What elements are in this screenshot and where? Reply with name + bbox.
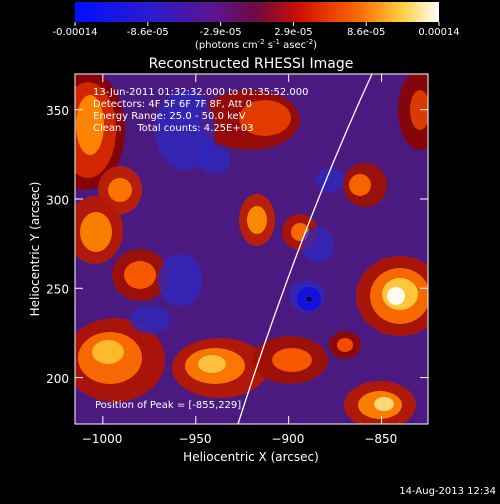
emission-blob: [272, 348, 312, 372]
colorbar-tick-label: 2.9e-05: [274, 27, 312, 38]
y-axis-label: Heliocentric Y (arcsec): [28, 182, 42, 317]
emission-blob: [374, 397, 394, 411]
colorbar-units: (photons cm-2 s-1 asec-2): [195, 38, 317, 51]
negative-region: [130, 306, 170, 334]
colorbar-tick-label: -0.00014: [53, 27, 98, 38]
timestamp: 14-Aug-2013 12:34: [399, 486, 496, 497]
centroid-marker: [307, 297, 312, 301]
x-axis-label: Heliocentric X (arcsec): [183, 450, 319, 464]
x-tick-label: −950: [179, 432, 212, 446]
emission-blob: [247, 206, 267, 234]
colorbar-tick-label: -2.9e-05: [200, 27, 242, 38]
negative-region: [155, 90, 215, 170]
colorbar-tick-label: -8.6e-05: [127, 27, 169, 38]
x-tick-label: −850: [364, 432, 397, 446]
detectors-label: Detectors: 4F 5F 6F 7F 8F, Att 0: [93, 99, 252, 110]
emission-blob: [239, 100, 291, 136]
emission-blob: [337, 338, 353, 352]
colorbar: -0.00014 -8.6e-05 -2.9e-05 2.9e-05 8.6e-…: [53, 2, 460, 51]
heatmap-image: [75, 74, 428, 424]
plot-frame: [74, 73, 429, 425]
emission-blob: [387, 287, 405, 305]
y-tick-label: 250: [46, 283, 69, 297]
negative-region: [199, 146, 231, 174]
y-tick-label: 350: [46, 104, 69, 118]
heatmap-blobs: [75, 74, 428, 424]
clean-counts-label: Clean Total counts: 4.25E+03: [93, 123, 253, 134]
negative-region: [158, 254, 202, 306]
x-tick-label: −900: [271, 432, 304, 446]
colorbar-tick-label: 0.00014: [418, 27, 459, 38]
x-tick-label: −1000: [82, 432, 123, 446]
energy-range-label: Energy Range: 25.0 - 50.0 keV: [93, 111, 246, 122]
time-range-label: 13-Jun-2011 01:32:32.000 to 01:35:52.000: [93, 87, 309, 98]
emission-blob: [124, 261, 156, 289]
y-tick-label: 300: [46, 194, 69, 208]
axis-ticks: [75, 74, 428, 424]
solar-limb: [237, 74, 373, 424]
negative-region: [302, 227, 334, 263]
emission-blob: [108, 178, 132, 202]
colorbar-gradient: [75, 2, 439, 22]
emission-blob: [80, 212, 112, 252]
emission-blob: [410, 90, 428, 130]
colorbar-tick-label: 8.6e-05: [347, 27, 385, 38]
emission-blob: [349, 174, 371, 196]
peak-position-label: Position of Peak = [-855,229]: [95, 400, 241, 411]
emission-blob: [92, 340, 124, 364]
emission-blob: [198, 355, 226, 373]
chart-title: Reconstructed RHESSI Image: [149, 56, 354, 72]
colorbar-ticks: [74, 22, 440, 26]
y-tick-label: 200: [46, 372, 69, 386]
